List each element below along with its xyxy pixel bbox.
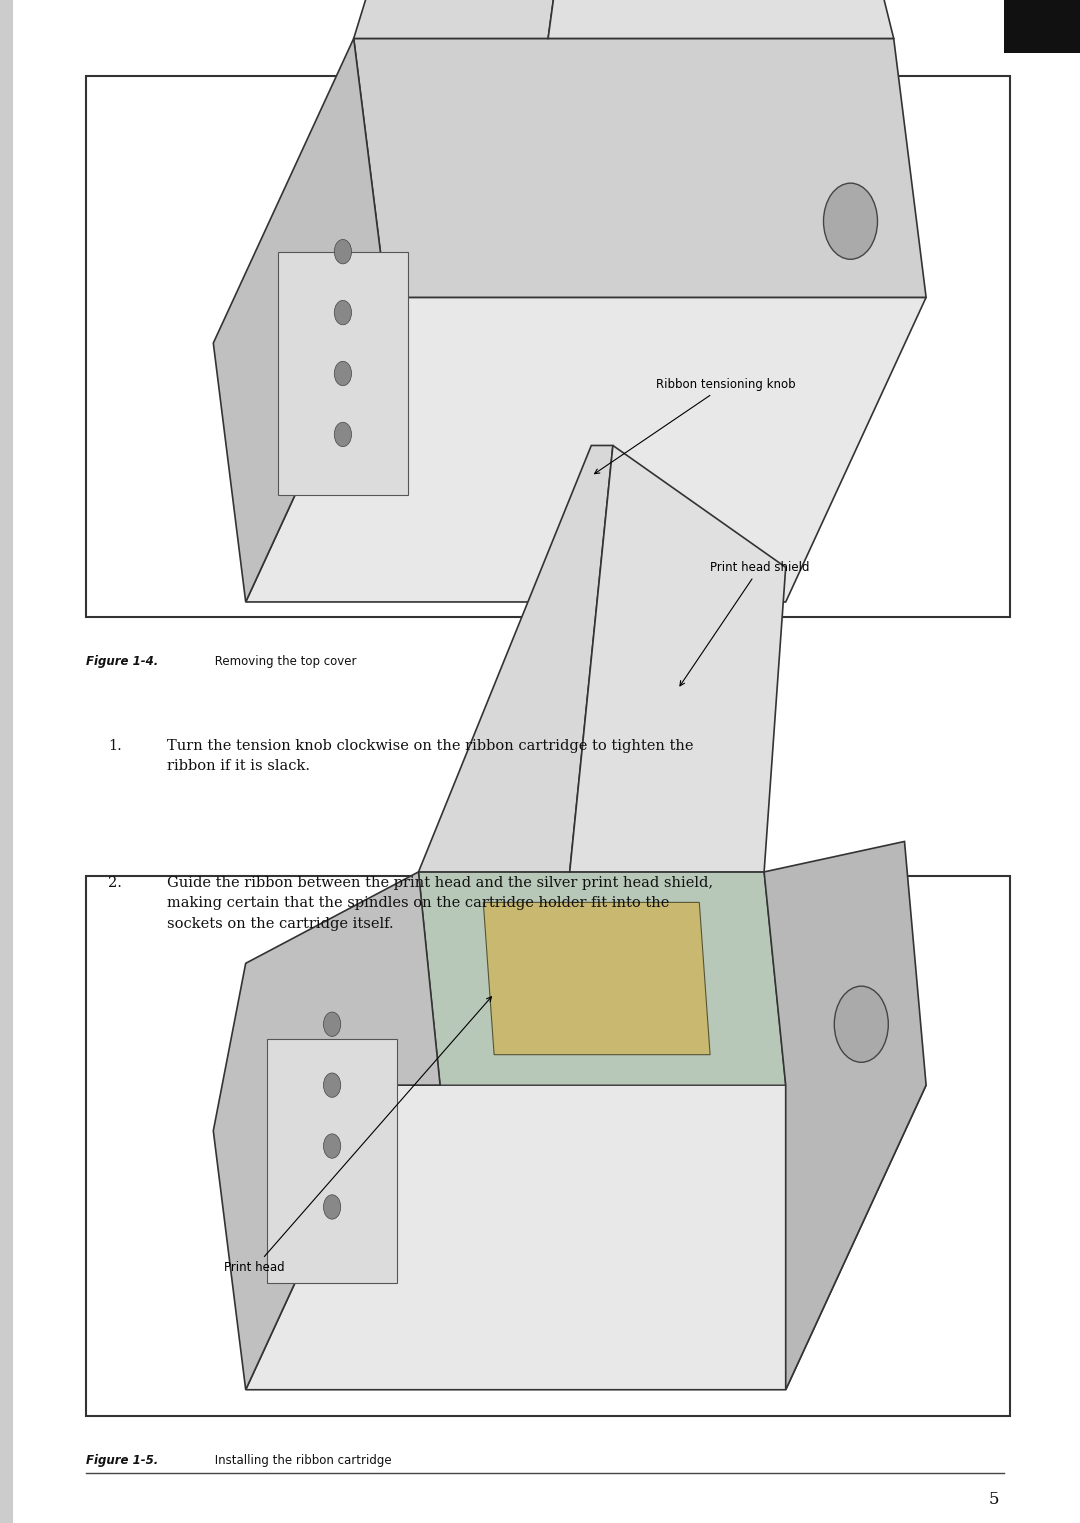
Bar: [0, 0, 13, 1523]
Bar: [1004, 0, 1080, 53]
Circle shape: [323, 1194, 340, 1218]
Bar: [278, 251, 407, 495]
Text: Print head shield: Print head shield: [680, 560, 810, 685]
Text: Turn the tension knob clockwise on the ribbon cartridge to tighten the
ribbon if: Turn the tension knob clockwise on the r…: [167, 739, 693, 774]
Circle shape: [834, 987, 888, 1063]
Text: 2.: 2.: [108, 876, 122, 889]
Circle shape: [323, 1011, 340, 1037]
Polygon shape: [245, 297, 926, 602]
Circle shape: [334, 239, 351, 263]
Circle shape: [334, 300, 351, 324]
Bar: [86, 76, 1010, 617]
Polygon shape: [570, 445, 785, 871]
Text: Figure 1-4.: Figure 1-4.: [86, 655, 159, 669]
Polygon shape: [418, 445, 612, 871]
Bar: [86, 876, 1010, 1416]
Polygon shape: [765, 841, 926, 1389]
Polygon shape: [245, 1086, 926, 1389]
Bar: [267, 1039, 397, 1282]
Polygon shape: [353, 38, 926, 297]
Text: Ribbon tensioning knob: Ribbon tensioning knob: [595, 378, 796, 474]
Circle shape: [334, 422, 351, 446]
Text: 1.: 1.: [108, 739, 122, 752]
Circle shape: [334, 361, 351, 385]
Polygon shape: [353, 0, 603, 38]
Polygon shape: [418, 871, 785, 1086]
Polygon shape: [213, 871, 441, 1389]
Text: 5: 5: [988, 1491, 999, 1508]
Text: Figure 1-5.: Figure 1-5.: [86, 1454, 159, 1468]
Polygon shape: [548, 0, 894, 38]
Text: Print head: Print head: [225, 996, 491, 1275]
Polygon shape: [483, 902, 711, 1054]
Polygon shape: [213, 38, 386, 602]
Circle shape: [824, 183, 877, 259]
Text: Installing the ribbon cartridge: Installing the ribbon cartridge: [211, 1454, 391, 1468]
Text: Removing the top cover: Removing the top cover: [211, 655, 356, 669]
Circle shape: [323, 1072, 340, 1098]
Text: Guide the ribbon between the print head and the silver print head shield,
making: Guide the ribbon between the print head …: [167, 876, 714, 931]
Circle shape: [323, 1133, 340, 1159]
